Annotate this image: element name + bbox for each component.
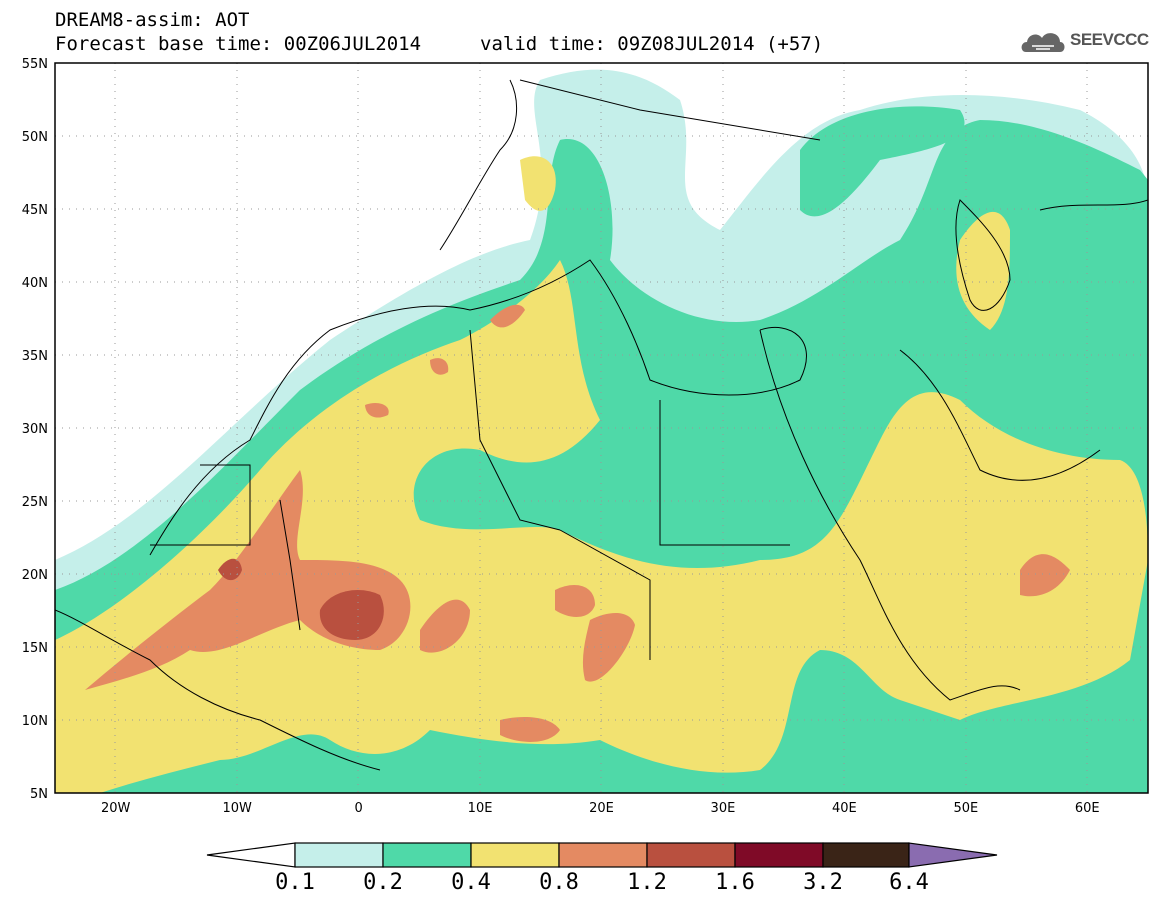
graticule xyxy=(55,63,1148,793)
lat-label: 10N xyxy=(22,714,48,729)
lat-label: 45N xyxy=(22,203,48,218)
lon-label: 10E xyxy=(468,801,493,816)
aot-level-4i xyxy=(490,304,525,328)
aot-level-5b xyxy=(218,558,242,581)
aot-level-4h xyxy=(365,403,389,418)
lat-label: 20N xyxy=(22,568,48,583)
aot-level-4 xyxy=(85,470,411,690)
map-frame xyxy=(54,62,1149,794)
colorbar-box-2 xyxy=(382,842,472,868)
lon-label: 0 xyxy=(354,801,362,816)
colorbar-box-5 xyxy=(646,842,736,868)
colorbar-high-arrow xyxy=(908,842,998,868)
lat-labels: 55N 50N 45N 40N 35N 30N 25N 20N 15N 10N 5N xyxy=(22,57,48,802)
aot-level-4d xyxy=(420,599,470,653)
colorbar-box-6 xyxy=(734,842,824,868)
lat-label: 40N xyxy=(22,276,48,291)
lat-label: 50N xyxy=(22,130,48,145)
map-title: DREAM8-assim: AOT xyxy=(55,9,250,31)
aot-level-4e xyxy=(500,717,560,742)
lat-label: 25N xyxy=(22,495,48,510)
colorbar-label-6: 3.2 xyxy=(803,870,843,895)
colorbar-box-3 xyxy=(470,842,560,868)
colorbar-label-5: 1.6 xyxy=(715,870,755,895)
colorbar-label-3: 0.8 xyxy=(539,870,579,895)
colorbar-low-arrow xyxy=(206,842,296,868)
coastlines xyxy=(55,79,1148,771)
lon-label: 20W xyxy=(101,801,131,816)
colorbar-box-4 xyxy=(558,842,648,868)
lat-label: 15N xyxy=(22,641,48,656)
aot-level-3c xyxy=(520,156,556,211)
forecast-base-time: Forecast base time: 00Z06JUL2014 xyxy=(55,33,422,55)
seevccc-logo xyxy=(1018,24,1158,58)
lon-labels: 20W 10W 0 10E 20E 30E 40E 50E 60E xyxy=(101,801,1100,816)
colorbar-label-1: 0.2 xyxy=(363,870,403,895)
colorbar-label-0: 0.1 xyxy=(275,870,315,895)
aot-level-4g xyxy=(430,358,449,375)
lat-label: 30N xyxy=(22,422,48,437)
aot-level-3 xyxy=(55,260,1148,793)
aot-level-4f xyxy=(1020,554,1070,597)
lat-label: 5N xyxy=(30,787,48,802)
valid-time: valid time: 09Z08JUL2014 (+57) xyxy=(480,33,824,55)
colorbar xyxy=(206,842,998,868)
cloud-icon xyxy=(1021,33,1065,52)
lon-label: 60E xyxy=(1075,801,1100,816)
lon-label: 10W xyxy=(222,801,252,816)
aot-level-5 xyxy=(319,590,384,640)
lon-label: 20E xyxy=(589,801,614,816)
colorbar-label-7: 6.4 xyxy=(889,870,929,895)
colorbar-label-4: 1.2 xyxy=(627,870,667,895)
lon-label: 40E xyxy=(832,801,857,816)
aot-level-2b xyxy=(800,106,965,217)
aot-level-4b xyxy=(555,585,595,617)
logo-text: SEEVCCC xyxy=(1070,30,1149,49)
colorbar-box-1 xyxy=(294,842,384,868)
lat-label: 35N xyxy=(22,349,48,364)
colorbar-label-2: 0.4 xyxy=(451,870,491,895)
lon-label: 30E xyxy=(711,801,736,816)
lat-label: 55N xyxy=(22,57,48,72)
colorbar-box-7 xyxy=(822,842,910,868)
aot-field xyxy=(55,63,1148,793)
lon-label: 50E xyxy=(953,801,978,816)
